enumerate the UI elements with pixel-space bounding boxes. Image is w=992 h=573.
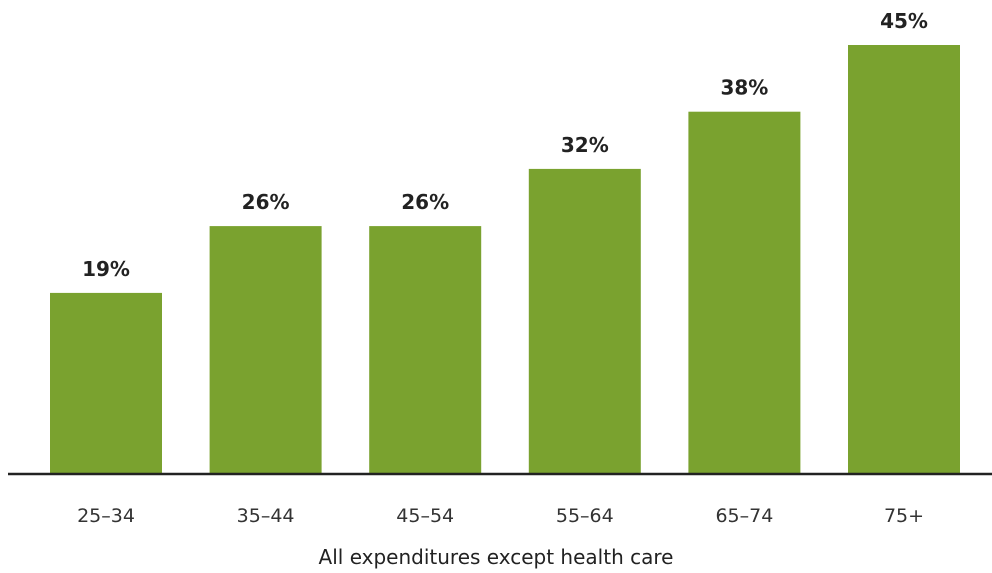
value-label: 26% (401, 190, 449, 214)
x-tick-label: 65–74 (715, 505, 773, 527)
value-label: 45% (880, 9, 928, 33)
x-tick-label: 55–64 (556, 505, 614, 527)
bar-25–34 (50, 292, 162, 474)
value-label: 19% (82, 257, 130, 281)
value-label: 38% (720, 76, 768, 100)
x-tick-label: 75+ (884, 505, 924, 527)
x-tick-labels-group: 25–34 35–44 45–54 55–64 65–74 75+ (77, 505, 924, 527)
bar-75+ (848, 45, 960, 474)
value-label: 32% (561, 133, 609, 157)
bar-35–44 (209, 226, 322, 474)
x-tick-label: 45–54 (396, 505, 454, 527)
value-label: 26% (242, 190, 290, 214)
x-tick-label: 35–44 (237, 505, 295, 527)
x-axis-title: All expenditures except health care (319, 545, 674, 569)
bar-45–54 (369, 226, 482, 474)
bar-65–74 (688, 111, 801, 474)
x-tick-label: 25–34 (77, 505, 135, 527)
bar-55–64 (528, 168, 641, 474)
bars-group (50, 45, 960, 474)
value-labels-group: 19% 26% 26% 32% 38% 45% (82, 9, 928, 281)
